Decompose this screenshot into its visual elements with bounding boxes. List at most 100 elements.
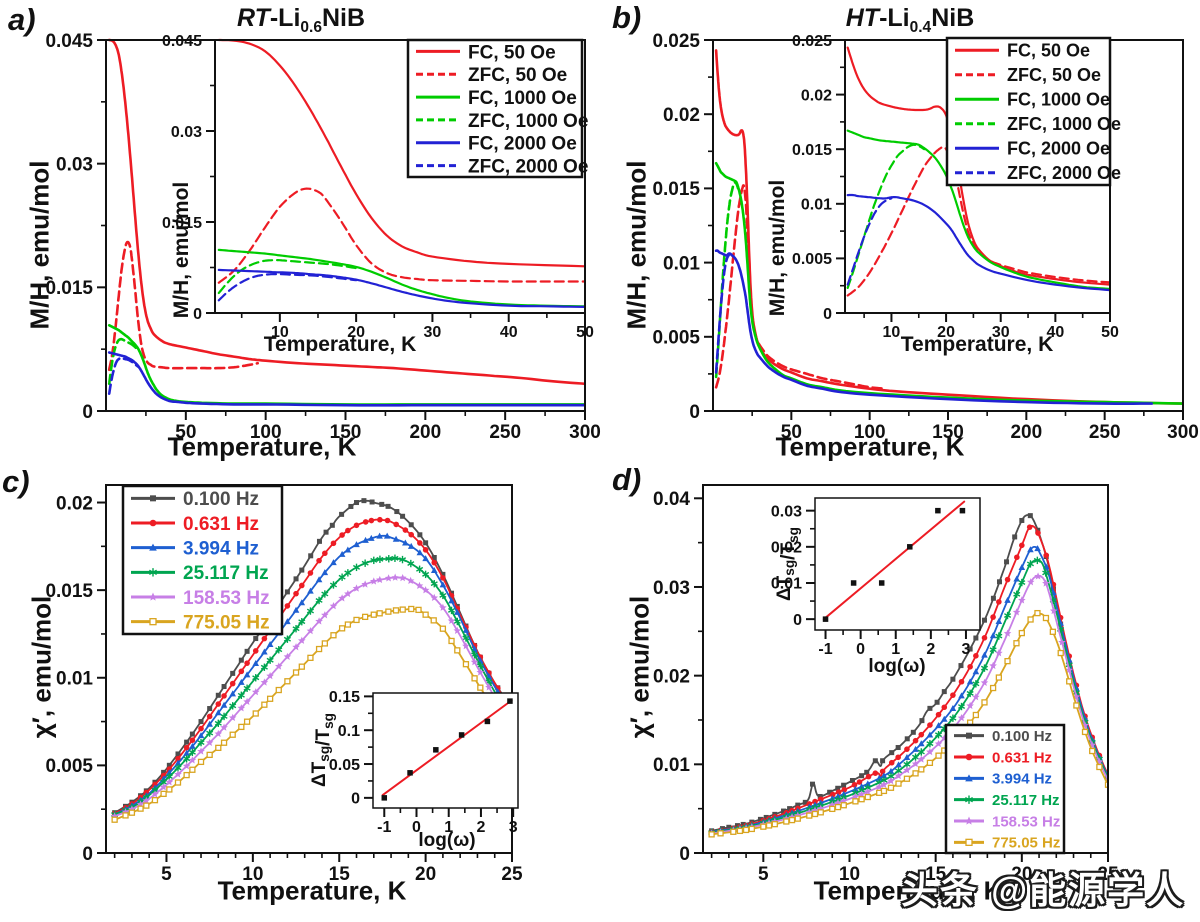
- panel-b-main-ticks: 50 100 150 200 250 30000.0050.010.0150.020.02…: [652, 31, 1198, 443]
- svg-text:50: 50: [576, 324, 594, 341]
- svg-text:100: 100: [250, 422, 282, 443]
- panel-b-inset-series-zfc-1000-oe: [846, 143, 926, 289]
- panel-b-inset-series-fc-2000-oe: [846, 193, 1111, 292]
- panel-b-inset-series-fc-1000-oe: [846, 129, 1111, 291]
- panel-b-inset-series: [846, 46, 1111, 297]
- svg-text:0: 0: [193, 306, 202, 323]
- panel-b-title-italic: HT: [845, 4, 880, 32]
- panel-a-main-series-zfc-50-oe: [107, 240, 259, 372]
- svg-text:0.02: 0.02: [653, 666, 690, 687]
- legend-entry-0-631-hz: 0.631 Hz: [131, 514, 259, 535]
- svg-text:FC, 50 Oe: FC, 50 Oe: [1007, 41, 1090, 61]
- svg-text:5: 5: [758, 864, 769, 885]
- svg-text:250: 250: [1089, 422, 1121, 443]
- svg-text:0.03: 0.03: [171, 124, 202, 141]
- legend-entry-zfc-50-oe: ZFC, 50 Oe: [955, 65, 1101, 85]
- panel-b-inset-ticks: 10 20 30 40 50 0 0.005 0.01 0.015 0.02 0.025: [792, 33, 1119, 341]
- panel-d-letter: d): [612, 462, 642, 497]
- legend-entry-775-05-hz: 775.05 Hz: [131, 613, 270, 634]
- panel-a-letter: a): [8, 2, 36, 37]
- svg-text:150: 150: [932, 422, 964, 443]
- svg-text:200: 200: [1010, 422, 1042, 443]
- svg-text:0.01: 0.01: [771, 576, 802, 593]
- svg-text:10: 10: [883, 324, 901, 341]
- svg-text:ZFC, 1000 Oe: ZFC, 1000 Oe: [1007, 114, 1121, 134]
- svg-text:10: 10: [242, 864, 263, 885]
- panel-a-main-series-fc-50-oe: [107, 38, 586, 386]
- panel-c-main-series: [110, 498, 513, 823]
- svg-text:0.01: 0.01: [801, 197, 832, 214]
- panel-c-inset-series-linear-fit: [381, 699, 513, 797]
- panel-c-xaxis-label: Temperature, K: [217, 875, 407, 906]
- panel-a-inset-series-fc-1000-oe: [217, 248, 586, 308]
- svg-text:0.04: 0.04: [653, 489, 690, 510]
- svg-text:0.02: 0.02: [663, 105, 700, 126]
- svg-text:0.02: 0.02: [56, 493, 93, 514]
- legend-entry-158-53-hz: 158.53 Hz: [954, 813, 1060, 830]
- svg-text:0: 0: [82, 402, 93, 423]
- svg-text:1: 1: [444, 819, 453, 836]
- legend-entry-zfc-2000-oe: ZFC, 2000 Oe: [955, 163, 1121, 183]
- svg-text:FC, 2000 Oe: FC, 2000 Oe: [1007, 139, 1110, 159]
- svg-text:0.01: 0.01: [56, 669, 93, 690]
- svg-text:0.005: 0.005: [45, 756, 93, 777]
- svg-text:0.015: 0.015: [652, 179, 700, 200]
- svg-text:50: 50: [175, 422, 196, 443]
- svg-text:log(ω): log(ω): [418, 830, 475, 851]
- panel-d-inset-series-linear-fit: [822, 500, 966, 621]
- svg-text:0.02: 0.02: [771, 540, 802, 557]
- svg-text:0.100 Hz: 0.100 Hz: [992, 728, 1052, 745]
- svg-text:300: 300: [1167, 422, 1199, 443]
- panel-a-title: RT-Li0.6NiB: [237, 4, 365, 37]
- panel-b-title-post: NiB: [931, 4, 975, 32]
- svg-text:ZFC, 1000 Oe: ZFC, 1000 Oe: [468, 111, 588, 132]
- panel-b-main-series-zfc-2000-oe: [714, 253, 730, 374]
- panel-a-xaxis-label: Temperature, K: [167, 431, 357, 462]
- svg-text:25: 25: [1097, 864, 1119, 885]
- svg-text:0: 0: [689, 402, 700, 423]
- panel-d-yaxis-label: χ′, emu/mol: [624, 595, 655, 739]
- svg-text:1: 1: [891, 641, 900, 658]
- panel-a-yaxis-label: M/H, emu/mol: [24, 160, 55, 330]
- panel-c-letter: c): [2, 464, 30, 499]
- svg-text:0: 0: [856, 641, 865, 658]
- panel-b-inset-series-fc-50-oe: [846, 46, 1111, 286]
- panel-c-inset: -1 0 1 2 3 0 0.05 0.1 0.15 log(ω) ΔTsg/Tsg: [309, 689, 519, 851]
- panel-a-main-series-zfc-1000-oe: [107, 337, 140, 386]
- panel-a-inset-series-zfc-50-oe: [217, 187, 586, 284]
- panel-b-inset-series-zfc-2000-oe: [846, 197, 893, 286]
- svg-text:0.631 Hz: 0.631 Hz: [183, 514, 259, 535]
- legend-entry-0-100-hz: 0.100 Hz: [954, 728, 1052, 745]
- panel-c-inset-series-data-points: [381, 698, 513, 801]
- svg-text:Temperature, K: Temperature, K: [264, 333, 417, 356]
- svg-text:0.02: 0.02: [801, 87, 832, 104]
- legend-entry-zfc-2000-oe: ZFC, 2000 Oe: [416, 156, 588, 177]
- svg-text:0: 0: [823, 306, 832, 323]
- svg-text:15: 15: [329, 864, 351, 885]
- panel-c-inset-ticks: -1 0 1 2 3 0 0.05 0.1 0.15: [329, 689, 518, 836]
- legend-entry-fc-50-oe: FC, 50 Oe: [416, 42, 556, 63]
- svg-text:M/H, emu/mol: M/H, emu/mol: [766, 180, 789, 317]
- svg-text:-1: -1: [818, 641, 832, 658]
- panel-c: 5 10 15 20 25 0 0.005 0.01 0.015 0.02 -1 0 1 2 3 0 0.05 0…: [45, 484, 523, 885]
- svg-text:3.994 Hz: 3.994 Hz: [183, 539, 259, 560]
- panel-a-main-series-zfc-2000-oe: [107, 356, 140, 395]
- panel-d-inset-series: [822, 500, 966, 622]
- legend-entry-3-994-hz: 3.994 Hz: [131, 539, 259, 560]
- svg-text:ZFC, 2000 Oe: ZFC, 2000 Oe: [1007, 163, 1121, 183]
- svg-text:0.01: 0.01: [663, 253, 700, 274]
- svg-text:25.117 Hz: 25.117 Hz: [183, 563, 269, 584]
- svg-text:50: 50: [1101, 324, 1119, 341]
- svg-text:ZFC, 50 Oe: ZFC, 50 Oe: [468, 65, 567, 86]
- panel-a-inset-ticks: 10 20 30 40 50 0 0.015 0.03 0.045: [162, 33, 594, 341]
- svg-text:2: 2: [926, 641, 935, 658]
- legend-entry-zfc-50-oe: ZFC, 50 Oe: [416, 65, 567, 86]
- panel-a-inset-series-fc-50-oe: [217, 38, 586, 268]
- panel-b-xaxis-label: Temperature, K: [775, 431, 965, 462]
- legend-entry-fc-2000-oe: FC, 2000 Oe: [955, 139, 1110, 159]
- svg-text:0.03: 0.03: [653, 578, 690, 599]
